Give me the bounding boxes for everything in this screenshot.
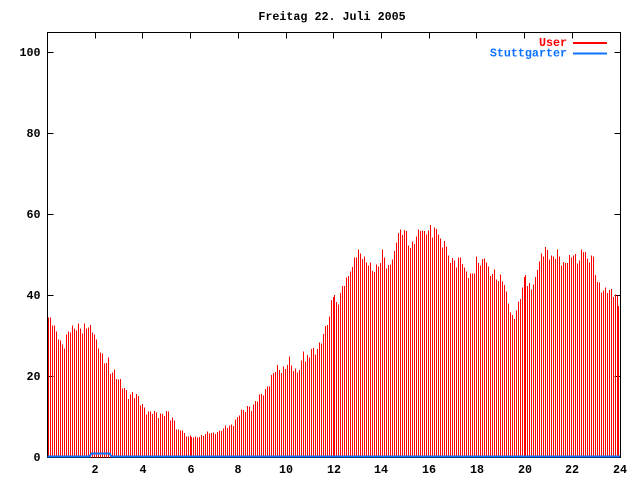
svg-text:User: User — [539, 36, 567, 50]
svg-text:14: 14 — [374, 463, 388, 477]
svg-text:10: 10 — [279, 463, 293, 477]
svg-text:80: 80 — [26, 127, 40, 141]
svg-text:100: 100 — [19, 46, 40, 60]
svg-text:22: 22 — [565, 463, 579, 477]
svg-text:4: 4 — [139, 463, 146, 477]
svg-text:20: 20 — [518, 463, 532, 477]
svg-text:18: 18 — [470, 463, 484, 477]
svg-text:20: 20 — [26, 370, 40, 384]
svg-text:8: 8 — [234, 463, 241, 477]
svg-text:60: 60 — [26, 208, 40, 222]
svg-text:Stuttgarter: Stuttgarter — [490, 46, 567, 60]
svg-text:16: 16 — [422, 463, 436, 477]
svg-text:24: 24 — [613, 463, 627, 477]
svg-text:12: 12 — [327, 463, 341, 477]
svg-text:2: 2 — [91, 463, 98, 477]
svg-text:0: 0 — [33, 451, 40, 465]
svg-text:Freitag 22. Juli 2005: Freitag 22. Juli 2005 — [258, 10, 405, 24]
svg-text:40: 40 — [26, 289, 40, 303]
svg-text:6: 6 — [187, 463, 194, 477]
